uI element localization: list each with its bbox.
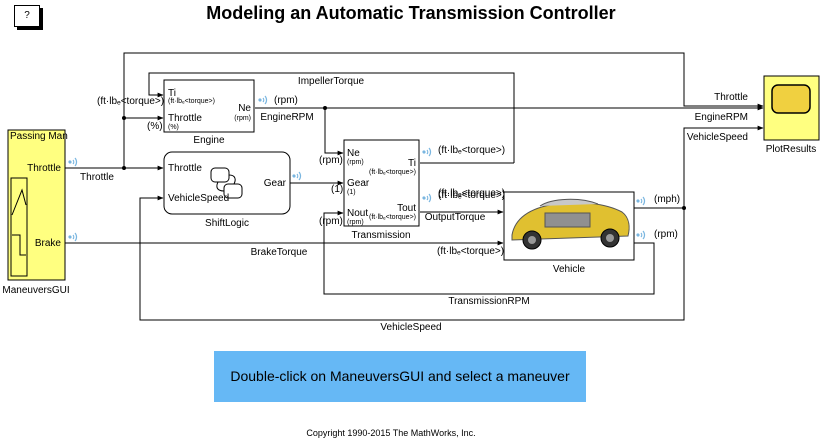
signal-throttle: Throttle	[80, 172, 114, 183]
wire-vehicle-speed-plot	[683, 125, 764, 208]
transmission-port-ne: Ne	[347, 148, 360, 159]
vehicle-block[interactable]: Vehicle	[503, 191, 635, 275]
transmission-port-tout-unit: (ft·lbₑ<torque>)	[369, 214, 416, 221]
wire-vehicle-speed-fb	[139, 195, 685, 321]
unit-vehicle-brake-in: (ft·lbₑ<torque>)	[437, 246, 504, 257]
scope-icon	[771, 84, 811, 114]
signal-plot-vehicle-speed: VehicleSpeed	[687, 132, 748, 143]
unit-engine-rpm: (rpm)	[274, 95, 298, 106]
plotresults-block-name: PlotResults	[766, 144, 817, 155]
engine-port-throttle: Throttle	[168, 113, 202, 124]
shiftlogic-block[interactable]: Throttle VehicleSpeed Gear ShiftLogic	[163, 151, 291, 229]
select-maneuver-button[interactable]: Double-click on ManeuversGUI and select …	[214, 351, 586, 402]
engine-port-throttle-unit: (%)	[168, 124, 179, 131]
unit-engine-throttle: (%)	[147, 121, 163, 132]
help-button[interactable]: ?	[14, 5, 40, 27]
transmission-port-nout: Nout	[347, 208, 368, 219]
maneuvers-block-name: ManeuversGUI	[2, 285, 69, 296]
engine-port-ti-unit: (ft·lbₑ<torque>)	[168, 98, 215, 105]
engine-block-name: Engine	[193, 135, 225, 146]
car-icon	[511, 198, 630, 250]
unit-trans-tout: (ft·lbₑ<torque>)	[438, 190, 505, 201]
log-icon-engine-rpm	[258, 95, 268, 105]
log-icon-vehicle-speed	[636, 196, 646, 206]
vehicle-block-name: Vehicle	[553, 264, 586, 275]
unit-trans-ti: (ft·lbₑ<torque>)	[438, 145, 505, 156]
signal-vehicle-speed: VehicleSpeed	[380, 322, 441, 333]
transmission-port-tout: Tout	[397, 203, 416, 214]
engine-port-ne: Ne	[238, 103, 251, 114]
log-icon-brake	[68, 232, 78, 242]
page-title: Modeling an Automatic Transmission Contr…	[206, 3, 616, 23]
transmission-port-ne-unit: (rpm)	[347, 159, 364, 166]
signal-lines	[65, 52, 764, 321]
unit-mph: (mph)	[654, 194, 680, 205]
transmission-port-gear-unit: (1)	[347, 189, 356, 196]
unit-trans-gear-in: (1)	[331, 184, 343, 195]
log-icon-throttle	[68, 157, 78, 167]
engine-block[interactable]: Ti (ft·lbₑ<torque>) Throttle (%) Ne (rpm…	[163, 79, 255, 146]
engine-port-ne-unit: (rpm)	[234, 115, 251, 122]
wire-rpm-to-trans	[324, 108, 344, 156]
maneuvers-gui-block[interactable]: Passing Man Throttle Brake ManeuversGUI	[2, 129, 70, 296]
unit-vehicle-rpm: (rpm)	[654, 229, 678, 240]
transmission-port-ti-unit: (ft·lbₑ<torque>)	[369, 169, 416, 176]
signal-transmission-rpm: TransmissionRPM	[448, 296, 529, 307]
log-icon-impeller	[422, 147, 432, 157]
maneuvers-port-brake: Brake	[35, 238, 62, 249]
transmission-port-ti: Ti	[408, 158, 416, 169]
wire-throttle-to-plot	[123, 52, 764, 168]
shiftlogic-port-gear: Gear	[264, 178, 287, 189]
log-icon-gear	[292, 171, 302, 181]
log-icon-output-torque	[422, 193, 432, 203]
shiftlogic-port-throttle: Throttle	[168, 163, 202, 174]
wire-impeller-torque	[148, 72, 515, 163]
signal-plot-engine-rpm: EngineRPM	[695, 112, 748, 123]
unit-labels: (ft·lbₑ<torque>) (%) (rpm) (ft·lbₑ<torqu…	[97, 95, 680, 257]
transmission-port-nout-unit: (rpm)	[347, 219, 364, 226]
transmission-block-name: Transmission	[351, 230, 410, 241]
shiftlogic-block-name: ShiftLogic	[205, 218, 249, 229]
unit-trans-nout-in: (rpm)	[319, 216, 343, 227]
signal-labels: ImpellerTorque EngineRPM Throttle Output…	[80, 76, 748, 333]
maneuvers-port-throttle: Throttle	[27, 163, 61, 174]
copyright-notice: Copyright 1990-2015 The MathWorks, Inc.	[306, 428, 476, 438]
engine-port-ti: Ti	[168, 88, 176, 99]
log-icon-transmission-rpm	[636, 230, 646, 240]
wire-transmission-rpm	[323, 210, 655, 295]
signal-output-torque: OutputTorque	[425, 212, 486, 223]
shiftlogic-port-vehiclespeed: VehicleSpeed	[168, 193, 229, 204]
unit-engine-ti: (ft·lbₑ<torque>)	[97, 96, 164, 107]
signal-impeller-torque: ImpellerTorque	[298, 76, 365, 87]
plotresults-block[interactable]: PlotResults	[763, 75, 820, 155]
signal-plot-throttle: Throttle	[714, 92, 748, 103]
unit-vehicle-torque-in: (ft·lbₑ<torque>)	[438, 188, 505, 199]
unit-trans-ne-in: (rpm)	[319, 155, 343, 166]
transmission-block[interactable]: Ne (rpm) Gear (1) Nout (rpm) Ti (ft·lbₑ<…	[343, 139, 420, 241]
signal-brake-torque: BrakeTorque	[251, 247, 308, 258]
maneuvers-inner-title: Passing Man	[10, 131, 68, 142]
signal-engine-rpm: EngineRPM	[260, 112, 313, 123]
transmission-port-gear: Gear	[347, 178, 370, 189]
